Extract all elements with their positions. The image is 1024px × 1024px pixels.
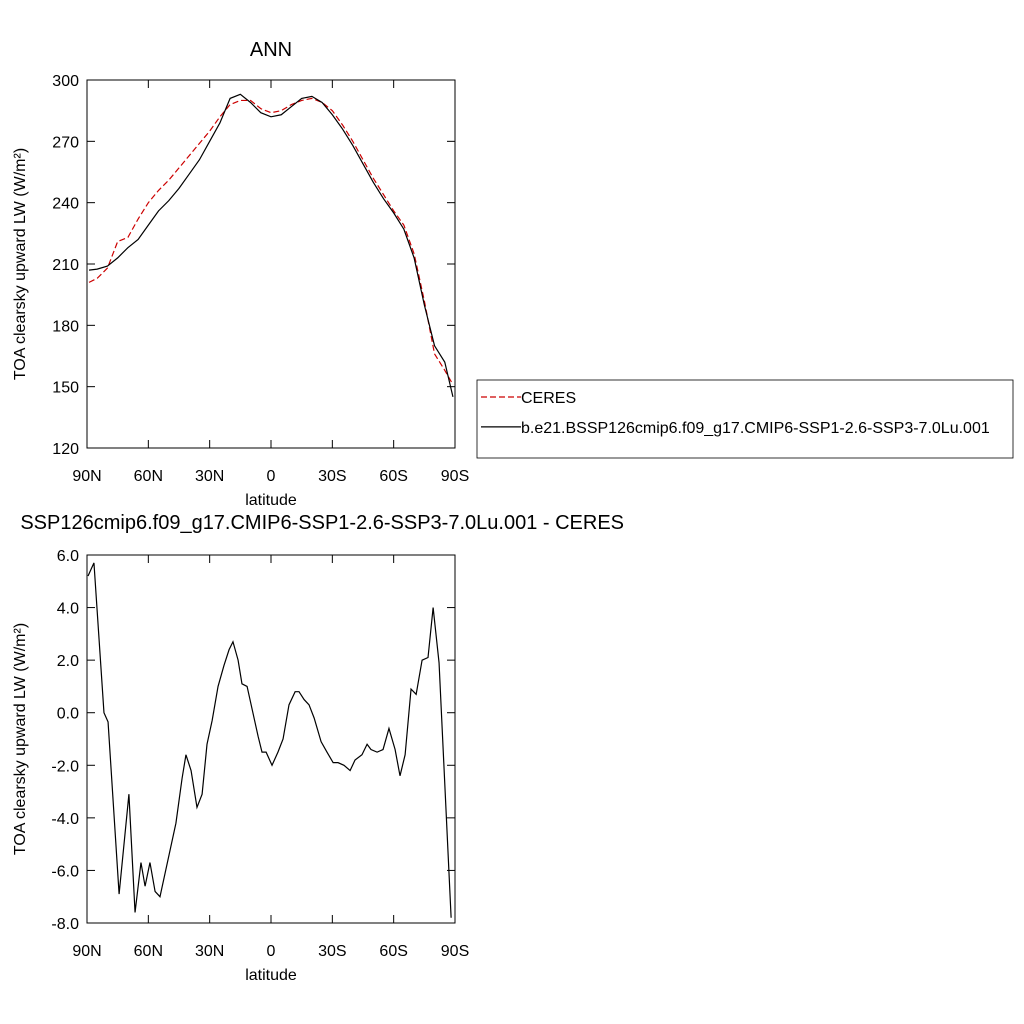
x-tick-label: 0 xyxy=(267,943,276,960)
x-tick-label: 90N xyxy=(72,943,101,960)
y-tick-label: 240 xyxy=(52,196,79,213)
y-tick-label: -4.0 xyxy=(51,811,79,828)
y-tick-label: 6.0 xyxy=(57,548,79,565)
data-line xyxy=(87,562,452,918)
chart-title: ANN xyxy=(250,39,292,61)
x-tick-label: 60N xyxy=(134,943,163,960)
y-tick-label: 180 xyxy=(52,318,79,335)
y-tick-label: 120 xyxy=(52,441,79,458)
x-tick-label: 0 xyxy=(267,468,276,485)
x-tick-label: 90S xyxy=(441,943,469,960)
x-tick-label: 30S xyxy=(318,943,346,960)
y-tick-label: -6.0 xyxy=(51,863,79,880)
legend-label: b.e21.BSSP126cmip6.f09_g17.CMIP6-SSP1-2.… xyxy=(521,420,990,437)
y-tick-label: 300 xyxy=(52,73,79,90)
x-axis-label: latitude xyxy=(245,967,297,984)
legend-box xyxy=(476,379,1014,459)
y-tick-label: 210 xyxy=(52,257,79,274)
y-tick-label: 270 xyxy=(52,134,79,151)
chart-title: SSP126cmip6.f09_g17.CMIP6-SSP1-2.6-SSP3-… xyxy=(20,512,624,534)
y-tick-label: -8.0 xyxy=(51,916,79,933)
data-line xyxy=(88,93,454,398)
y-tick-label: 150 xyxy=(52,380,79,397)
y-tick-label: 0.0 xyxy=(57,706,79,723)
x-tick-label: 30N xyxy=(195,468,224,485)
y-axis-label: TOA clearsky upward LW (W/m²) xyxy=(12,623,29,855)
x-tick-label: 30S xyxy=(318,468,346,485)
x-tick-label: 60N xyxy=(134,468,163,485)
x-tick-label: 90N xyxy=(72,468,101,485)
x-axis-label: latitude xyxy=(245,492,297,509)
x-tick-label: 60S xyxy=(379,468,407,485)
y-tick-label: 4.0 xyxy=(57,601,79,618)
y-axis-label: TOA clearsky upward LW (W/m²) xyxy=(12,148,29,380)
x-tick-label: 60S xyxy=(379,943,407,960)
plot-frame xyxy=(86,79,456,449)
data-line xyxy=(88,97,454,385)
legend-label: CERES xyxy=(521,390,576,407)
x-tick-label: 30N xyxy=(195,943,224,960)
y-tick-label: -2.0 xyxy=(51,758,79,775)
y-tick-label: 2.0 xyxy=(57,653,79,670)
x-tick-label: 90S xyxy=(441,468,469,485)
